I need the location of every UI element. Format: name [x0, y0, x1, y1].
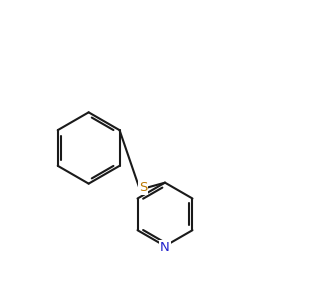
Text: S: S: [139, 181, 147, 194]
Text: N: N: [160, 241, 170, 253]
